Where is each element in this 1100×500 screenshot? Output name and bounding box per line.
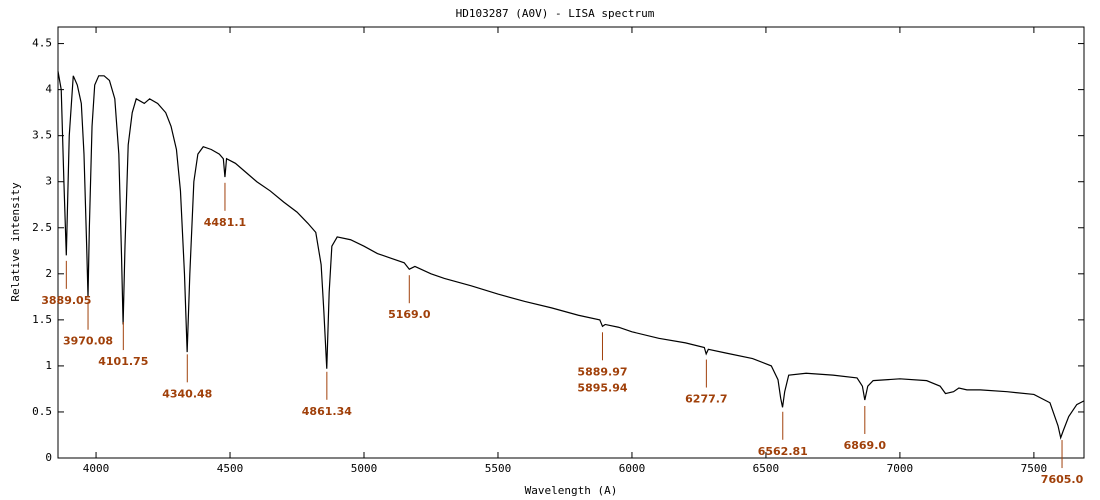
x-tick-label: 5500 <box>485 462 512 475</box>
x-tick-label: 5000 <box>351 462 378 475</box>
annotation-label: 4481.1 <box>204 216 246 229</box>
annotation-label: 4101.75 <box>98 355 148 368</box>
x-tick-label: 6000 <box>619 462 646 475</box>
annotation-label: 5889.97 <box>577 365 627 378</box>
y-tick-label: 3 <box>45 175 52 188</box>
plot-frame <box>57 26 1085 459</box>
chart-title: HD103287 (A0V) - LISA spectrum <box>456 7 655 20</box>
y-tick-label: 1 <box>45 359 52 372</box>
x-tick-label: 6500 <box>753 462 780 475</box>
y-tick-label: 4 <box>45 83 52 96</box>
spectrum-line <box>57 71 1085 440</box>
y-tick-label: 4.5 <box>32 37 52 50</box>
annotation-label: 5169.0 <box>388 308 431 321</box>
y-tick-label: 3.5 <box>32 129 52 142</box>
y-tick-label: 0 <box>45 451 52 464</box>
annotation-label: 3889.05 <box>41 294 91 307</box>
annotation-label: 4340.48 <box>162 387 212 400</box>
y-tick-label: 1.5 <box>32 313 52 326</box>
y-tick-label: 2 <box>45 267 52 280</box>
y-axis-label: Relative intensity <box>9 182 22 302</box>
annotation-label: 5895.94 <box>577 381 627 394</box>
annotation-label: 6277.7 <box>685 393 727 406</box>
annotation-label: 7605.0 <box>1041 473 1084 486</box>
x-tick-label: 4500 <box>217 462 244 475</box>
annotation-label: 4861.34 <box>302 405 352 418</box>
x-axis-label: Wavelength (A) <box>525 484 618 497</box>
annotation-label: 6869.0 <box>844 439 887 452</box>
x-tick-label: 7500 <box>1021 462 1048 475</box>
y-tick-label: 0.5 <box>32 405 52 418</box>
x-tick-label: 4000 <box>83 462 110 475</box>
annotation-label: 3970.08 <box>63 335 113 348</box>
annotation-label: 6562.81 <box>758 445 808 458</box>
y-tick-label: 2.5 <box>32 221 52 234</box>
x-tick-label: 7000 <box>887 462 914 475</box>
